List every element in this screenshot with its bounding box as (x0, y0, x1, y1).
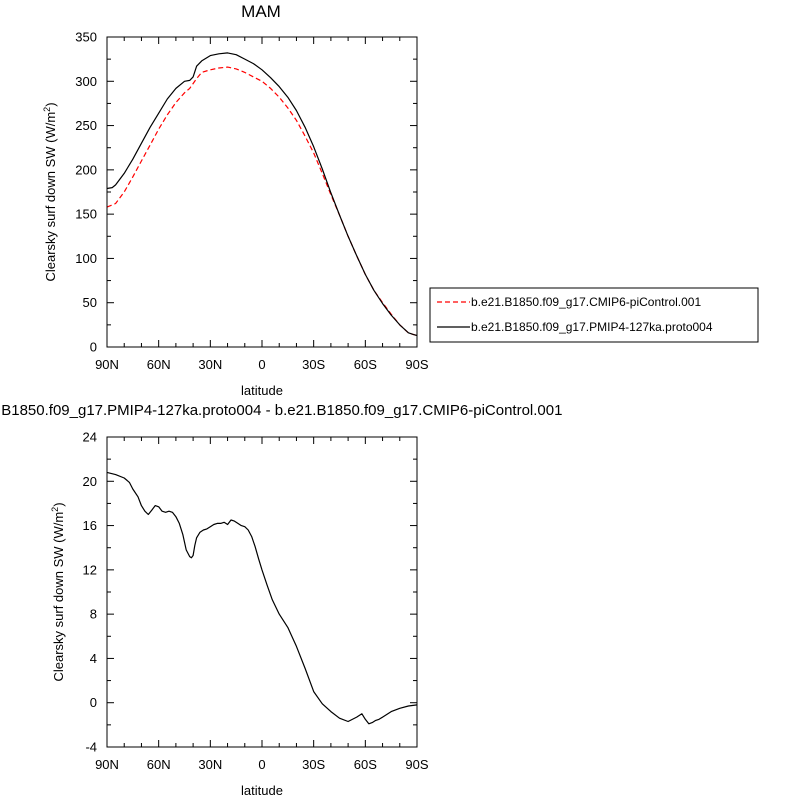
top-chart-ylabel-sup: 2 (42, 107, 52, 112)
bottom-chart-ylabel: Clearsky surf down SW (W/m2) (50, 502, 66, 681)
top-xtick-label: 0 (258, 357, 265, 372)
bottom-ytick-label: -4 (85, 740, 97, 755)
top-ytick-label: 50 (83, 295, 97, 310)
top-ytick-label: 300 (75, 74, 97, 89)
bottom-ytick-label: 20 (83, 474, 97, 489)
bottom-chart-xlabel: latitude (241, 783, 283, 798)
top-chart-panel: MAM 90N 60N 30N 0 30S 60S 90S 0 50 100 150 200 250 30… (42, 2, 429, 398)
bottom-chart-ylabel-main: Clearsky surf down SW (W/m (51, 512, 66, 682)
top-chart-ylabel-end: ) (43, 102, 58, 106)
top-ytick-label: 150 (75, 207, 97, 222)
bottom-ytick-label: 16 (83, 518, 97, 533)
top-xtick-label: 60S (354, 357, 377, 372)
bottom-chart-title: b.e21.B1850.f09_g17.PMIP4-127ka.proto004… (0, 402, 562, 419)
top-ytick-label: 350 (75, 30, 97, 45)
top-xtick-label: 60N (147, 357, 171, 372)
bottom-ytick-label: 8 (90, 607, 97, 622)
bottom-ytick-label: 0 (90, 695, 97, 710)
bottom-chart-panel: b.e21.B1850.f09_g17.PMIP4-127ka.proto004… (0, 402, 562, 798)
bottom-chart-ylabel-end: ) (51, 502, 66, 506)
top-ytick-label: 250 (75, 118, 97, 133)
top-chart-xlabel: latitude (241, 383, 283, 398)
top-series-line-1 (106, 52, 418, 337)
bottom-xtick-label: 90S (405, 757, 428, 772)
legend-label-pmip4: b.e21.B1850.f09_g17.PMIP4-127ka.proto004 (471, 320, 713, 334)
bottom-ytick-label: 12 (83, 562, 97, 577)
top-chart-frame (106, 36, 418, 348)
bottom-xtick-label: 60S (354, 757, 377, 772)
bottom-ytick-label: 4 (90, 651, 97, 666)
top-chart-legend: b.e21.B1850.f09_g17.CMIP6-piControl.001 … (429, 287, 759, 343)
bottom-ytick-label: 24 (83, 430, 97, 445)
top-xtick-label: 30S (302, 357, 325, 372)
legend-box (429, 287, 759, 343)
bottom-xtick-label: 60N (147, 757, 171, 772)
bottom-chart-frame (106, 436, 418, 748)
top-series-line-0 (106, 66, 418, 337)
bottom-xtick-label: 0 (258, 757, 265, 772)
top-chart-plot-area: 90N 60N 30N 0 30S 60S 90S 0 50 100 150 200 250 300 350 (75, 30, 429, 373)
top-xtick-label: 90N (95, 357, 119, 372)
bottom-xtick-label: 30S (302, 757, 325, 772)
top-chart-title: MAM (241, 2, 281, 21)
legend-label-picontrol: b.e21.B1850.f09_g17.CMIP6-piControl.001 (471, 295, 701, 309)
bottom-chart-plot-area: 90N 60N 30N 0 30S 60S 90S -4 0 4 8 12 16 20 24 (83, 430, 429, 773)
top-chart-ylabel: Clearsky surf down SW (W/m2) (42, 102, 58, 281)
top-ytick-label: 0 (90, 340, 97, 355)
top-chart-ylabel-main: Clearsky surf down SW (W/m (43, 112, 58, 282)
bottom-xtick-label: 30N (198, 757, 222, 772)
top-ytick-label: 200 (75, 162, 97, 177)
bottom-chart-ylabel-sup: 2 (50, 507, 60, 512)
top-xtick-label: 90S (405, 357, 428, 372)
bottom-xtick-label: 90N (95, 757, 119, 772)
top-xtick-label: 30N (198, 357, 222, 372)
bottom-series-line-0 (106, 471, 418, 725)
top-ytick-label: 100 (75, 251, 97, 266)
